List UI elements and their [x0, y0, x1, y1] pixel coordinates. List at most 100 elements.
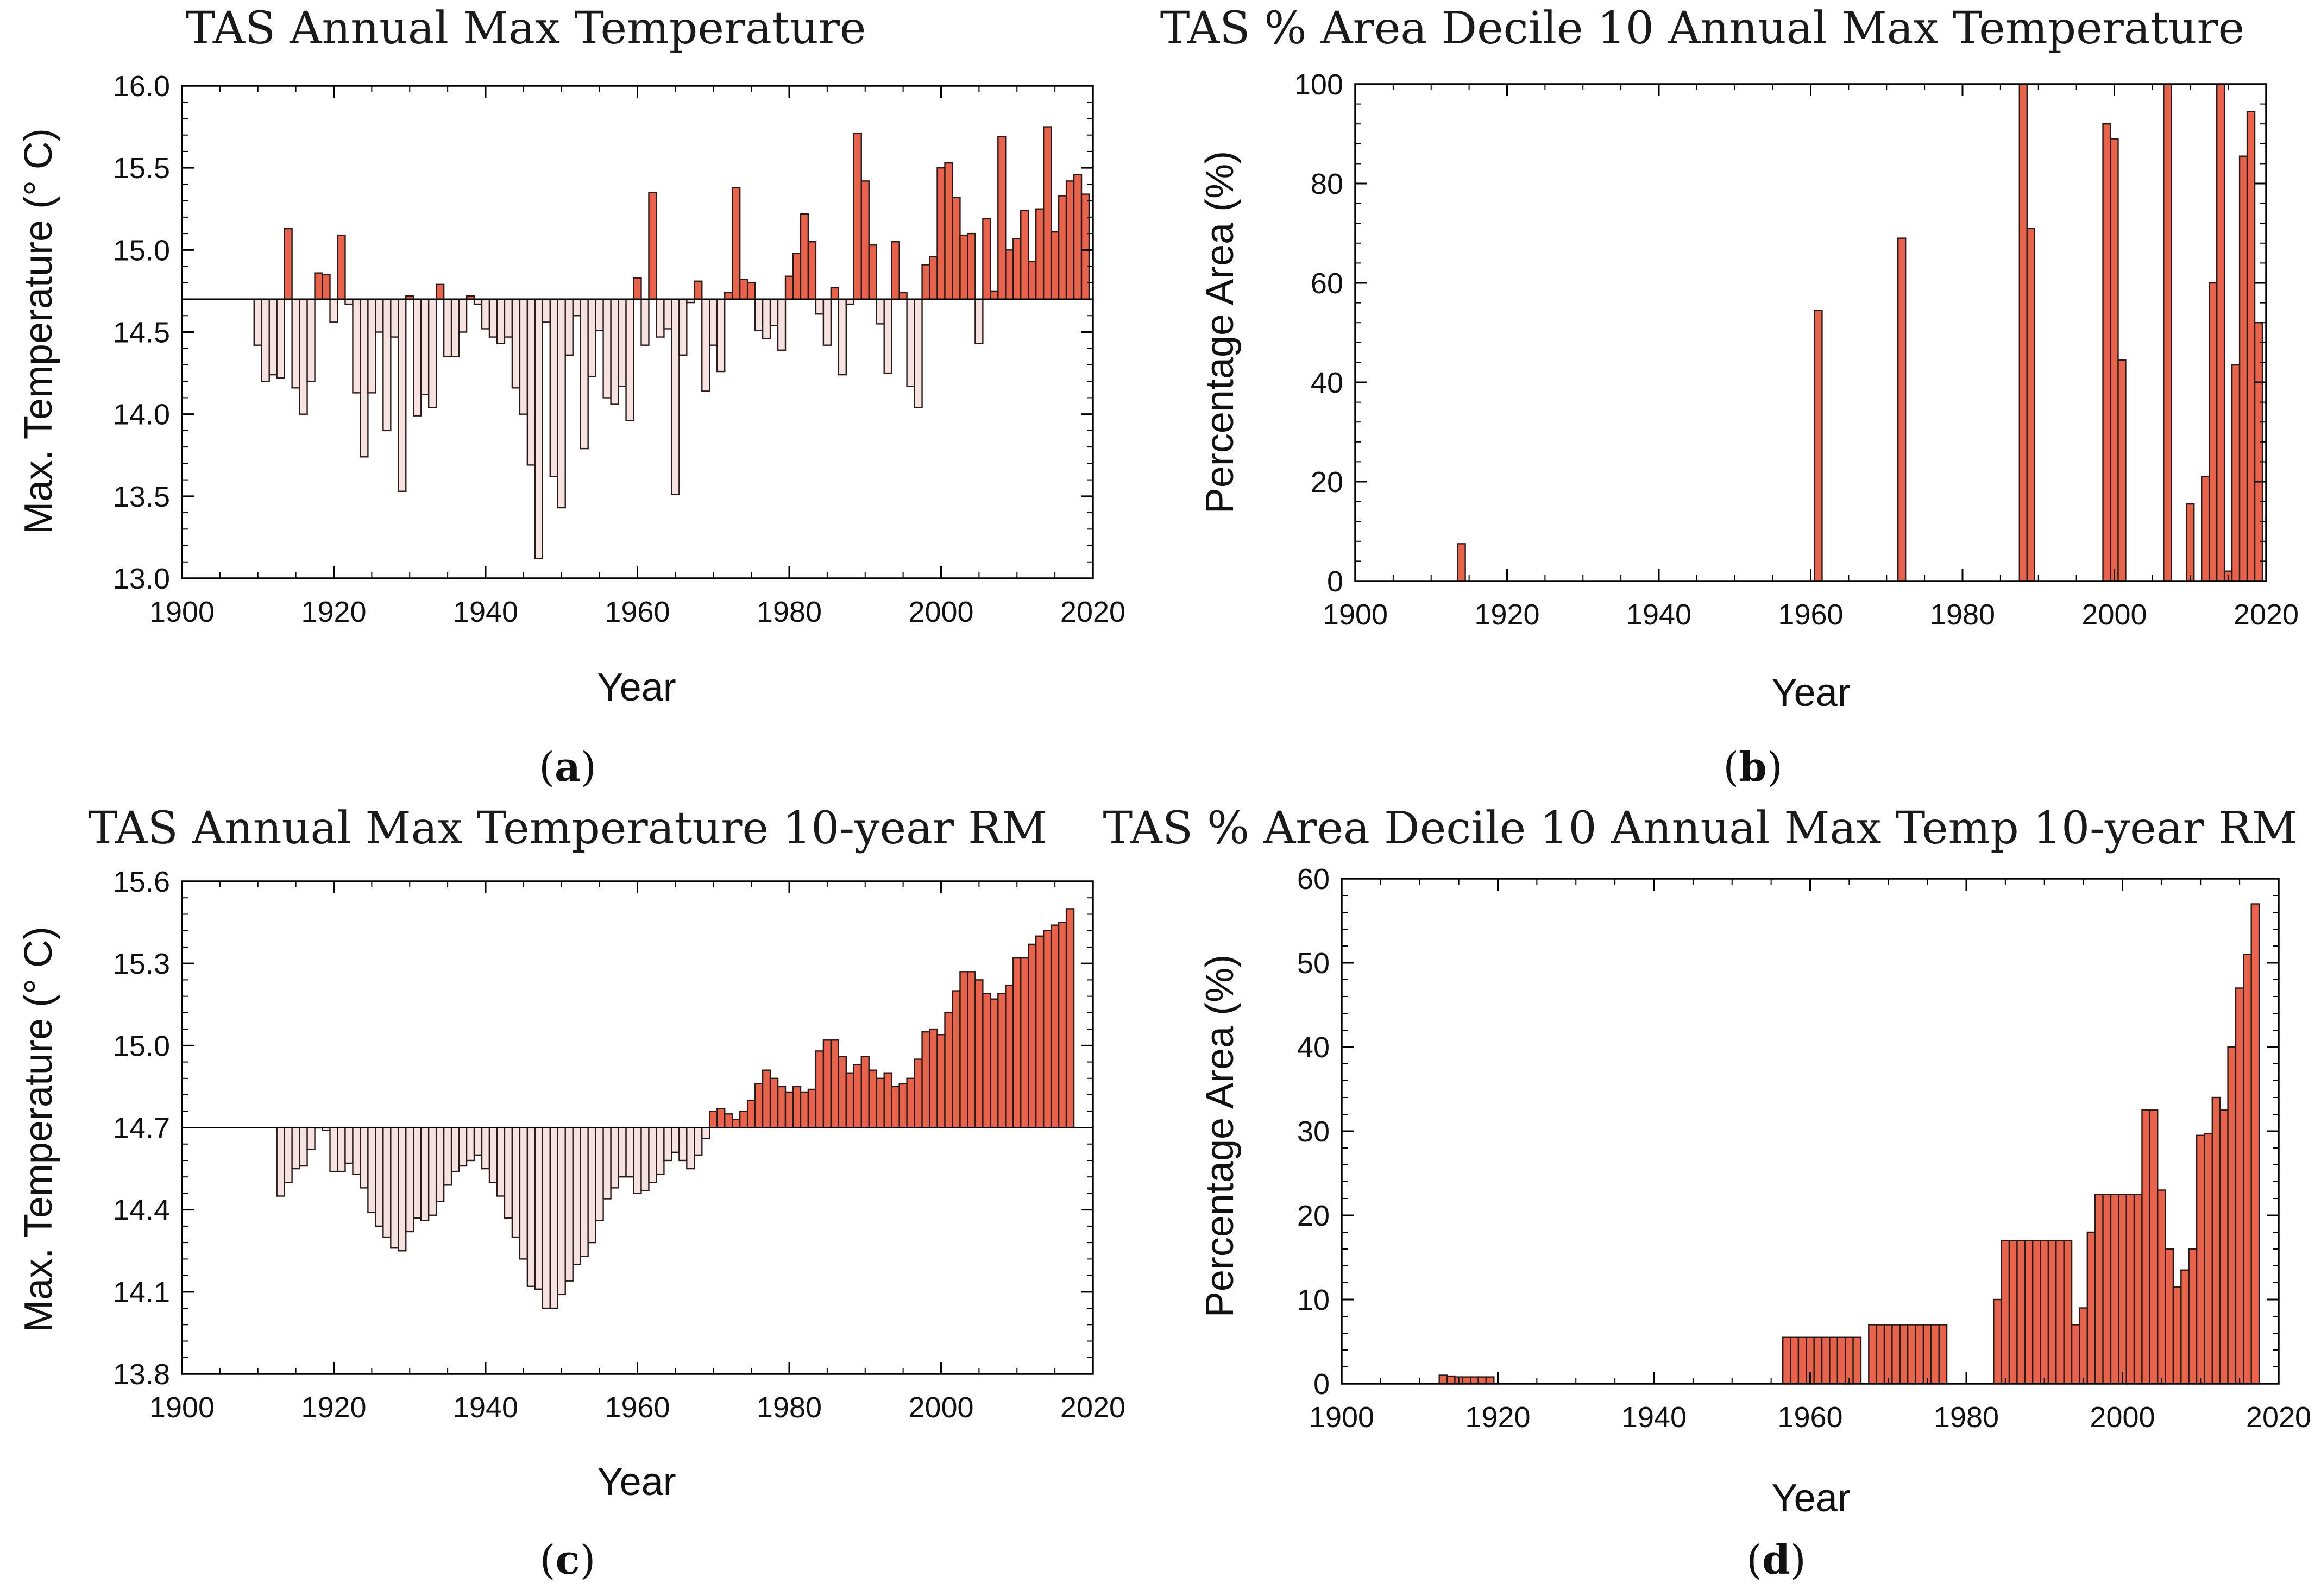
y-tick-label: 15.5: [113, 152, 170, 185]
bar-1919: [322, 274, 331, 300]
bar-1997: [2094, 1194, 2104, 1385]
bar-1999: [929, 1028, 938, 1128]
bar-1990: [860, 1056, 870, 1128]
bar-1945: [519, 298, 529, 415]
bar-1988: [845, 1072, 854, 1128]
bar-2013: [1035, 935, 1045, 1128]
bar-2008: [997, 136, 1007, 300]
bar-1971: [716, 1108, 726, 1128]
bar-1963: [1829, 1336, 1839, 1385]
bar-1986: [2008, 1240, 2018, 1385]
bar-2004: [2149, 1109, 2159, 1385]
bar-1998: [921, 1031, 930, 1128]
bar-1950: [557, 298, 566, 509]
bar-1963: [656, 1127, 665, 1175]
bar-1935: [443, 1127, 452, 1186]
x-tick-label: 2020: [2246, 1401, 2311, 1434]
bar-1924: [360, 298, 369, 458]
bar-1996: [906, 1077, 915, 1128]
bar-1933: [427, 298, 437, 408]
x-tick-label: 2020: [2234, 598, 2299, 631]
bar-2010: [1012, 237, 1022, 300]
bar-1961: [1814, 310, 1823, 582]
bars: [1438, 903, 2260, 1385]
panel-letter: d: [1762, 1537, 1790, 1584]
bar-1944: [511, 1127, 521, 1238]
bar-1982: [800, 213, 809, 300]
bar-2015: [1050, 231, 1060, 300]
bar-1912: [268, 298, 278, 376]
bar-1972: [1899, 1324, 1909, 1385]
bar-1966: [678, 298, 688, 356]
bar-1961: [1813, 1336, 1823, 1385]
bars: [276, 908, 1075, 1309]
bar-2019: [1080, 193, 1090, 300]
bar-1921: [337, 1127, 346, 1172]
y-tick-label: 20: [1297, 1200, 1330, 1232]
bar-2012: [1028, 943, 1037, 1128]
bar-1928: [390, 1127, 399, 1249]
bar-2001: [944, 1012, 953, 1128]
bar-1958: [618, 298, 627, 387]
y-tick-label: 20: [1311, 466, 1343, 499]
bar-1977: [762, 298, 771, 339]
bar-1927: [382, 1127, 392, 1238]
y-axis-label: Max. Temperature (° C): [17, 926, 60, 1333]
bar-1925: [367, 298, 376, 394]
bar-1979: [777, 1086, 787, 1128]
bar-1972: [724, 1113, 733, 1128]
bar-1977: [762, 1069, 771, 1128]
bar-2012: [1028, 261, 1037, 300]
bar-1993: [2063, 1240, 2073, 1385]
bar-2004: [967, 971, 976, 1128]
y-axis-label: Percentage Area (%): [1198, 955, 1242, 1317]
x-tick-label: 1940: [1626, 598, 1691, 631]
bar-1913: [1438, 1374, 1448, 1385]
y-tick-label: 80: [1311, 168, 1343, 200]
y-axis-label: Percentage Area (%): [1198, 151, 1242, 514]
bar-1925: [367, 1127, 376, 1213]
bar-1952: [572, 298, 581, 317]
bar-1981: [792, 1086, 802, 1128]
bar-1936: [450, 298, 460, 358]
bar-1999: [2102, 123, 2111, 582]
y-axis-label: Max. Temperature (° C): [17, 128, 60, 534]
bar-2007: [2163, 83, 2172, 582]
bar-1936: [450, 1127, 460, 1172]
y-tick-label: 13.5: [113, 481, 170, 513]
panel-label: (c): [540, 1537, 596, 1584]
bar-1945: [519, 1127, 529, 1260]
bar-2009: [1005, 249, 1014, 300]
bar-1994: [2071, 1324, 2080, 1385]
bar-1984: [815, 1050, 825, 1128]
bar-1941: [488, 298, 498, 338]
bar-1985: [822, 1039, 832, 1128]
x-tick-label: 2020: [1060, 596, 1125, 628]
bar-1983: [807, 1088, 817, 1128]
x-tick-label: 1920: [301, 596, 366, 628]
bar-1965: [671, 1127, 680, 1153]
bar-1988: [2024, 1240, 2034, 1385]
y-tick-label: 50: [1297, 947, 1330, 980]
y-tick-label: 14.4: [113, 1194, 170, 1227]
bar-2014: [1042, 930, 1052, 1128]
bar-1929: [398, 1127, 407, 1252]
bar-1949: [549, 1127, 558, 1309]
bar-1990: [2040, 1240, 2049, 1385]
bar-1992: [876, 298, 885, 325]
panel-label: (b): [1723, 744, 1783, 791]
bar-1980: [784, 275, 794, 300]
x-axis-label: Year: [1771, 1477, 1850, 1520]
bar-1932: [420, 298, 430, 395]
bar-1989: [853, 133, 862, 300]
bar-2019: [2254, 322, 2263, 582]
bar-2010: [2186, 503, 2195, 582]
bar-1985: [2001, 1240, 2010, 1385]
y-tick-label: 0: [1327, 565, 1343, 598]
bar-1957: [610, 1127, 619, 1189]
bar-1931: [413, 1127, 422, 1219]
panel-b: TAS % Area Decile 10 Annual Max Temperat…: [1160, 3, 2299, 791]
bar-1992: [876, 1077, 885, 1128]
bar-1911: [261, 298, 270, 382]
y-tick-label: 60: [1311, 267, 1343, 300]
